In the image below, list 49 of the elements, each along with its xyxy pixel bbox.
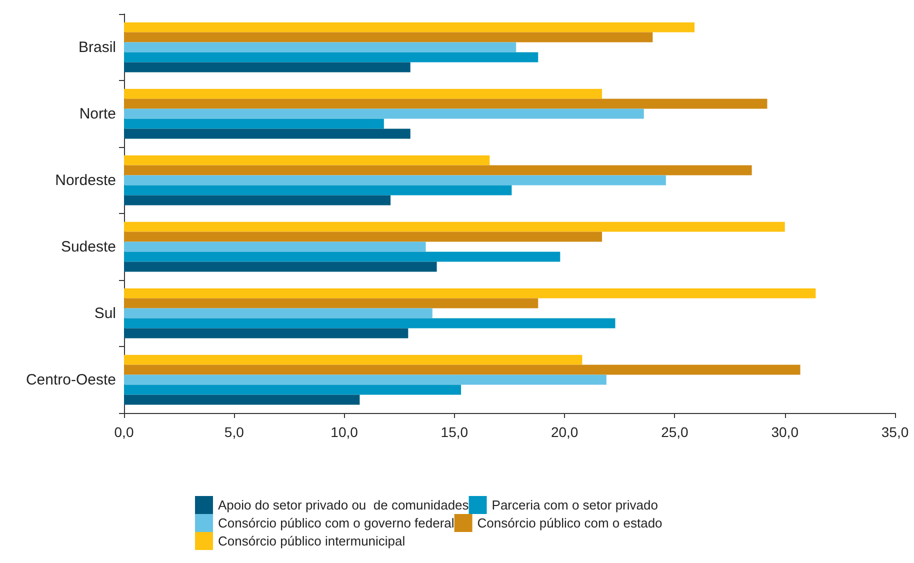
bar xyxy=(124,165,752,176)
x-tick-label: 25,0 xyxy=(661,424,689,440)
x-tick-label: 15,0 xyxy=(440,424,468,440)
bar xyxy=(124,155,490,166)
bar xyxy=(124,288,816,298)
bar xyxy=(124,298,538,308)
x-tick-label: 30,0 xyxy=(771,424,799,440)
y-tick-label: Nordeste xyxy=(55,172,116,189)
x-tick-label: 5,0 xyxy=(224,424,244,440)
bar xyxy=(124,318,616,328)
legend-label: Apoio do setor privado ou de comunidades xyxy=(218,498,470,512)
bar xyxy=(124,262,437,272)
legend-label: Consórcio público com o governo federal xyxy=(218,516,454,530)
bar xyxy=(124,98,768,109)
bar xyxy=(124,108,644,119)
bar xyxy=(124,374,606,385)
y-tick-label: Brasil xyxy=(78,38,116,56)
x-tick-label: 10,0 xyxy=(330,424,358,440)
bar xyxy=(124,222,785,232)
bar xyxy=(124,328,408,338)
y-tick-label: Centro-Oeste xyxy=(26,371,116,388)
y-tick-label: Sudeste xyxy=(60,238,116,256)
legend-label: Consórcio público com o estado xyxy=(477,516,662,530)
x-tick-label: 0,0 xyxy=(114,424,134,440)
x-tick-label: 35,0 xyxy=(881,424,909,440)
bar xyxy=(124,242,426,252)
bar xyxy=(124,364,800,375)
bar xyxy=(124,42,516,52)
y-tick-label: Sul xyxy=(94,304,116,322)
bar xyxy=(124,384,462,395)
bar xyxy=(124,195,391,206)
bar xyxy=(124,52,538,62)
bar xyxy=(124,394,360,405)
bar xyxy=(124,62,410,72)
y-tick-label: Norte xyxy=(79,105,116,122)
bar xyxy=(124,88,602,99)
legend-label: Consórcio público intermunicipal xyxy=(218,534,406,548)
bar xyxy=(124,32,653,42)
x-tick-label: 20,0 xyxy=(550,424,578,440)
bar xyxy=(124,175,666,186)
bar xyxy=(124,232,602,242)
bar xyxy=(124,252,560,262)
bar xyxy=(124,22,695,32)
bar xyxy=(124,185,512,196)
bar xyxy=(124,118,384,129)
bar xyxy=(124,354,582,365)
legend-label: Parceria com o setor privado xyxy=(492,498,658,512)
bar xyxy=(124,308,432,318)
bar xyxy=(124,128,410,139)
